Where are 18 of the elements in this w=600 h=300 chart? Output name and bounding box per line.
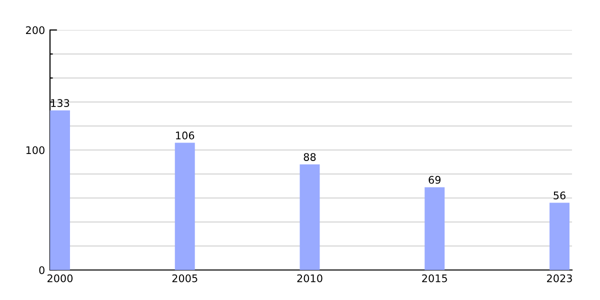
data-label: 69 <box>428 176 441 184</box>
bar <box>50 110 70 270</box>
bar <box>174 142 195 270</box>
x-tick-label: 2000 <box>48 274 73 282</box>
y-tick-label: 200 <box>26 26 44 34</box>
x-tick-label: 2023 <box>547 274 572 282</box>
x-tick-label: 2010 <box>297 274 322 282</box>
y-tick-label: 100 <box>26 146 44 154</box>
bar <box>300 164 320 270</box>
bar <box>424 187 445 270</box>
data-label: 88 <box>304 153 316 161</box>
x-tick-label: 2005 <box>172 274 198 282</box>
data-label: 106 <box>176 132 194 140</box>
bar <box>550 202 570 270</box>
data-label: 133 <box>51 99 70 107</box>
data-label: 56 <box>554 192 566 200</box>
x-tick-label: 2015 <box>422 274 447 282</box>
y-tick-label: 0 <box>39 266 44 274</box>
